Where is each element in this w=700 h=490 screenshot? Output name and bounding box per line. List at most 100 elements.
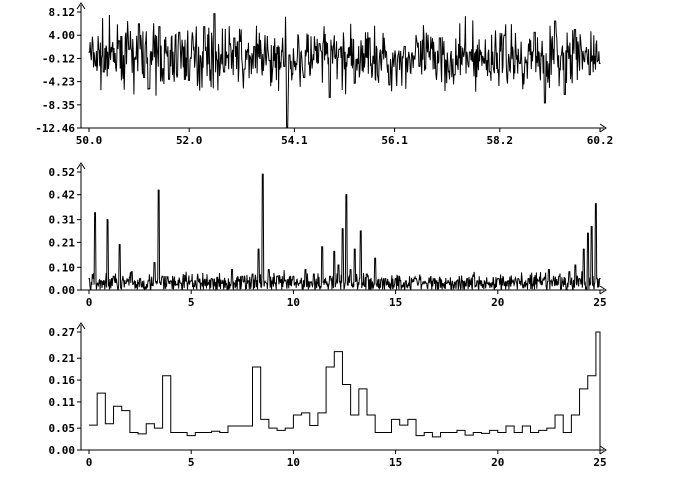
data-point (419, 65, 421, 67)
data-point (211, 278, 213, 280)
data-point (161, 275, 164, 277)
data-point (374, 257, 376, 259)
data-point (303, 76, 306, 79)
data-point (574, 264, 577, 266)
y-tick-label: 0.10 (49, 261, 76, 274)
data-point (318, 43, 321, 45)
data-point (338, 48, 341, 50)
x-tick-label: 15 (389, 296, 402, 309)
y-tick-label: -0.12 (42, 52, 75, 65)
data-point (178, 31, 180, 34)
data-point (188, 79, 190, 81)
y-tick-label: 0.16 (49, 374, 76, 387)
data-point (100, 280, 102, 282)
data-point (283, 65, 285, 67)
data-point (366, 273, 368, 275)
data-point (243, 68, 245, 70)
data-point (415, 278, 417, 280)
data-point (405, 280, 407, 282)
signal-trace (89, 173, 600, 292)
data-point (395, 278, 397, 280)
y-tick-label: 0.31 (49, 214, 76, 227)
y-tick-label: 0.27 (49, 326, 76, 339)
x-axis-arrow (599, 285, 607, 295)
data-point (388, 84, 391, 86)
data-point (128, 48, 130, 50)
data-point (147, 280, 149, 282)
binned-histogram-panel: 0.27 0.21 0.16 0.11 0.05 0.00 0 5 10 15 20 25 (49, 322, 607, 469)
data-point (321, 246, 323, 248)
data-point (333, 250, 335, 253)
y-tick-label: 0.05 (49, 422, 76, 435)
x-tick-label: 0 (86, 296, 93, 309)
data-point (583, 248, 585, 250)
data-point (170, 280, 172, 282)
data-point (454, 74, 456, 76)
data-point (106, 219, 108, 221)
data-point (103, 71, 105, 73)
data-point (446, 282, 448, 284)
data-point (548, 268, 550, 271)
y-tick-label: 0.42 (49, 189, 76, 202)
data-point (469, 51, 471, 53)
y-axis-arrow (76, 162, 86, 170)
x-tick-label: 25 (593, 456, 606, 469)
data-point (305, 268, 307, 271)
data-point (200, 282, 203, 284)
x-tick-label: 10 (287, 456, 300, 469)
data-point (519, 62, 521, 65)
data-point (138, 23, 140, 25)
data-point (544, 102, 546, 104)
x-tick-label: 54.1 (281, 134, 308, 147)
data-point (591, 225, 593, 228)
data-point (288, 54, 290, 56)
data-point (262, 173, 264, 175)
data-point (168, 78, 170, 80)
data-point (328, 96, 331, 98)
y-tick-label: -12.46 (35, 122, 75, 135)
data-point (241, 275, 243, 277)
x-tick-label: 60.2 (587, 134, 614, 147)
data-point (88, 51, 90, 53)
data-point (292, 275, 294, 277)
data-point (88, 278, 90, 280)
data-point (148, 88, 150, 90)
x-tick-label: 52.0 (176, 134, 203, 147)
y-tick-label: 8.12 (49, 6, 76, 19)
data-point (341, 228, 344, 230)
data-point (298, 282, 301, 284)
data-point (384, 278, 386, 280)
y-tick-label: 4.00 (49, 29, 76, 42)
data-point (564, 93, 566, 96)
data-point (223, 71, 225, 73)
data-point (574, 28, 576, 31)
x-tick-label: 20 (491, 296, 504, 309)
data-point (276, 275, 278, 277)
data-point (125, 282, 127, 284)
data-point (456, 280, 458, 282)
y-tick-label: 0.52 (49, 166, 76, 179)
data-point (568, 271, 570, 273)
x-tick-label: 5 (188, 456, 195, 469)
data-point (139, 278, 141, 280)
data-point (354, 248, 356, 250)
y-tick-label: -8.35 (42, 99, 75, 112)
data-point (486, 282, 489, 284)
data-point (425, 282, 427, 284)
x-tick-label: 5 (188, 296, 195, 309)
data-point (143, 76, 145, 79)
data-point (345, 194, 348, 196)
y-tick-label: -4.23 (42, 76, 75, 89)
data-point (558, 275, 560, 277)
data-point (158, 26, 160, 28)
data-point (251, 273, 254, 275)
x-tick-label: 56.1 (381, 134, 408, 147)
y-axis-arrow (76, 2, 86, 10)
data-point (153, 262, 156, 264)
data-point (439, 37, 441, 39)
data-point (190, 280, 192, 282)
data-point (231, 268, 233, 271)
magnitude-trace-panel: 0.52 0.42 0.31 0.21 0.10 0.00 0 5 10 15 20 25 (49, 162, 607, 309)
y-tick-label: 0.00 (49, 284, 76, 297)
